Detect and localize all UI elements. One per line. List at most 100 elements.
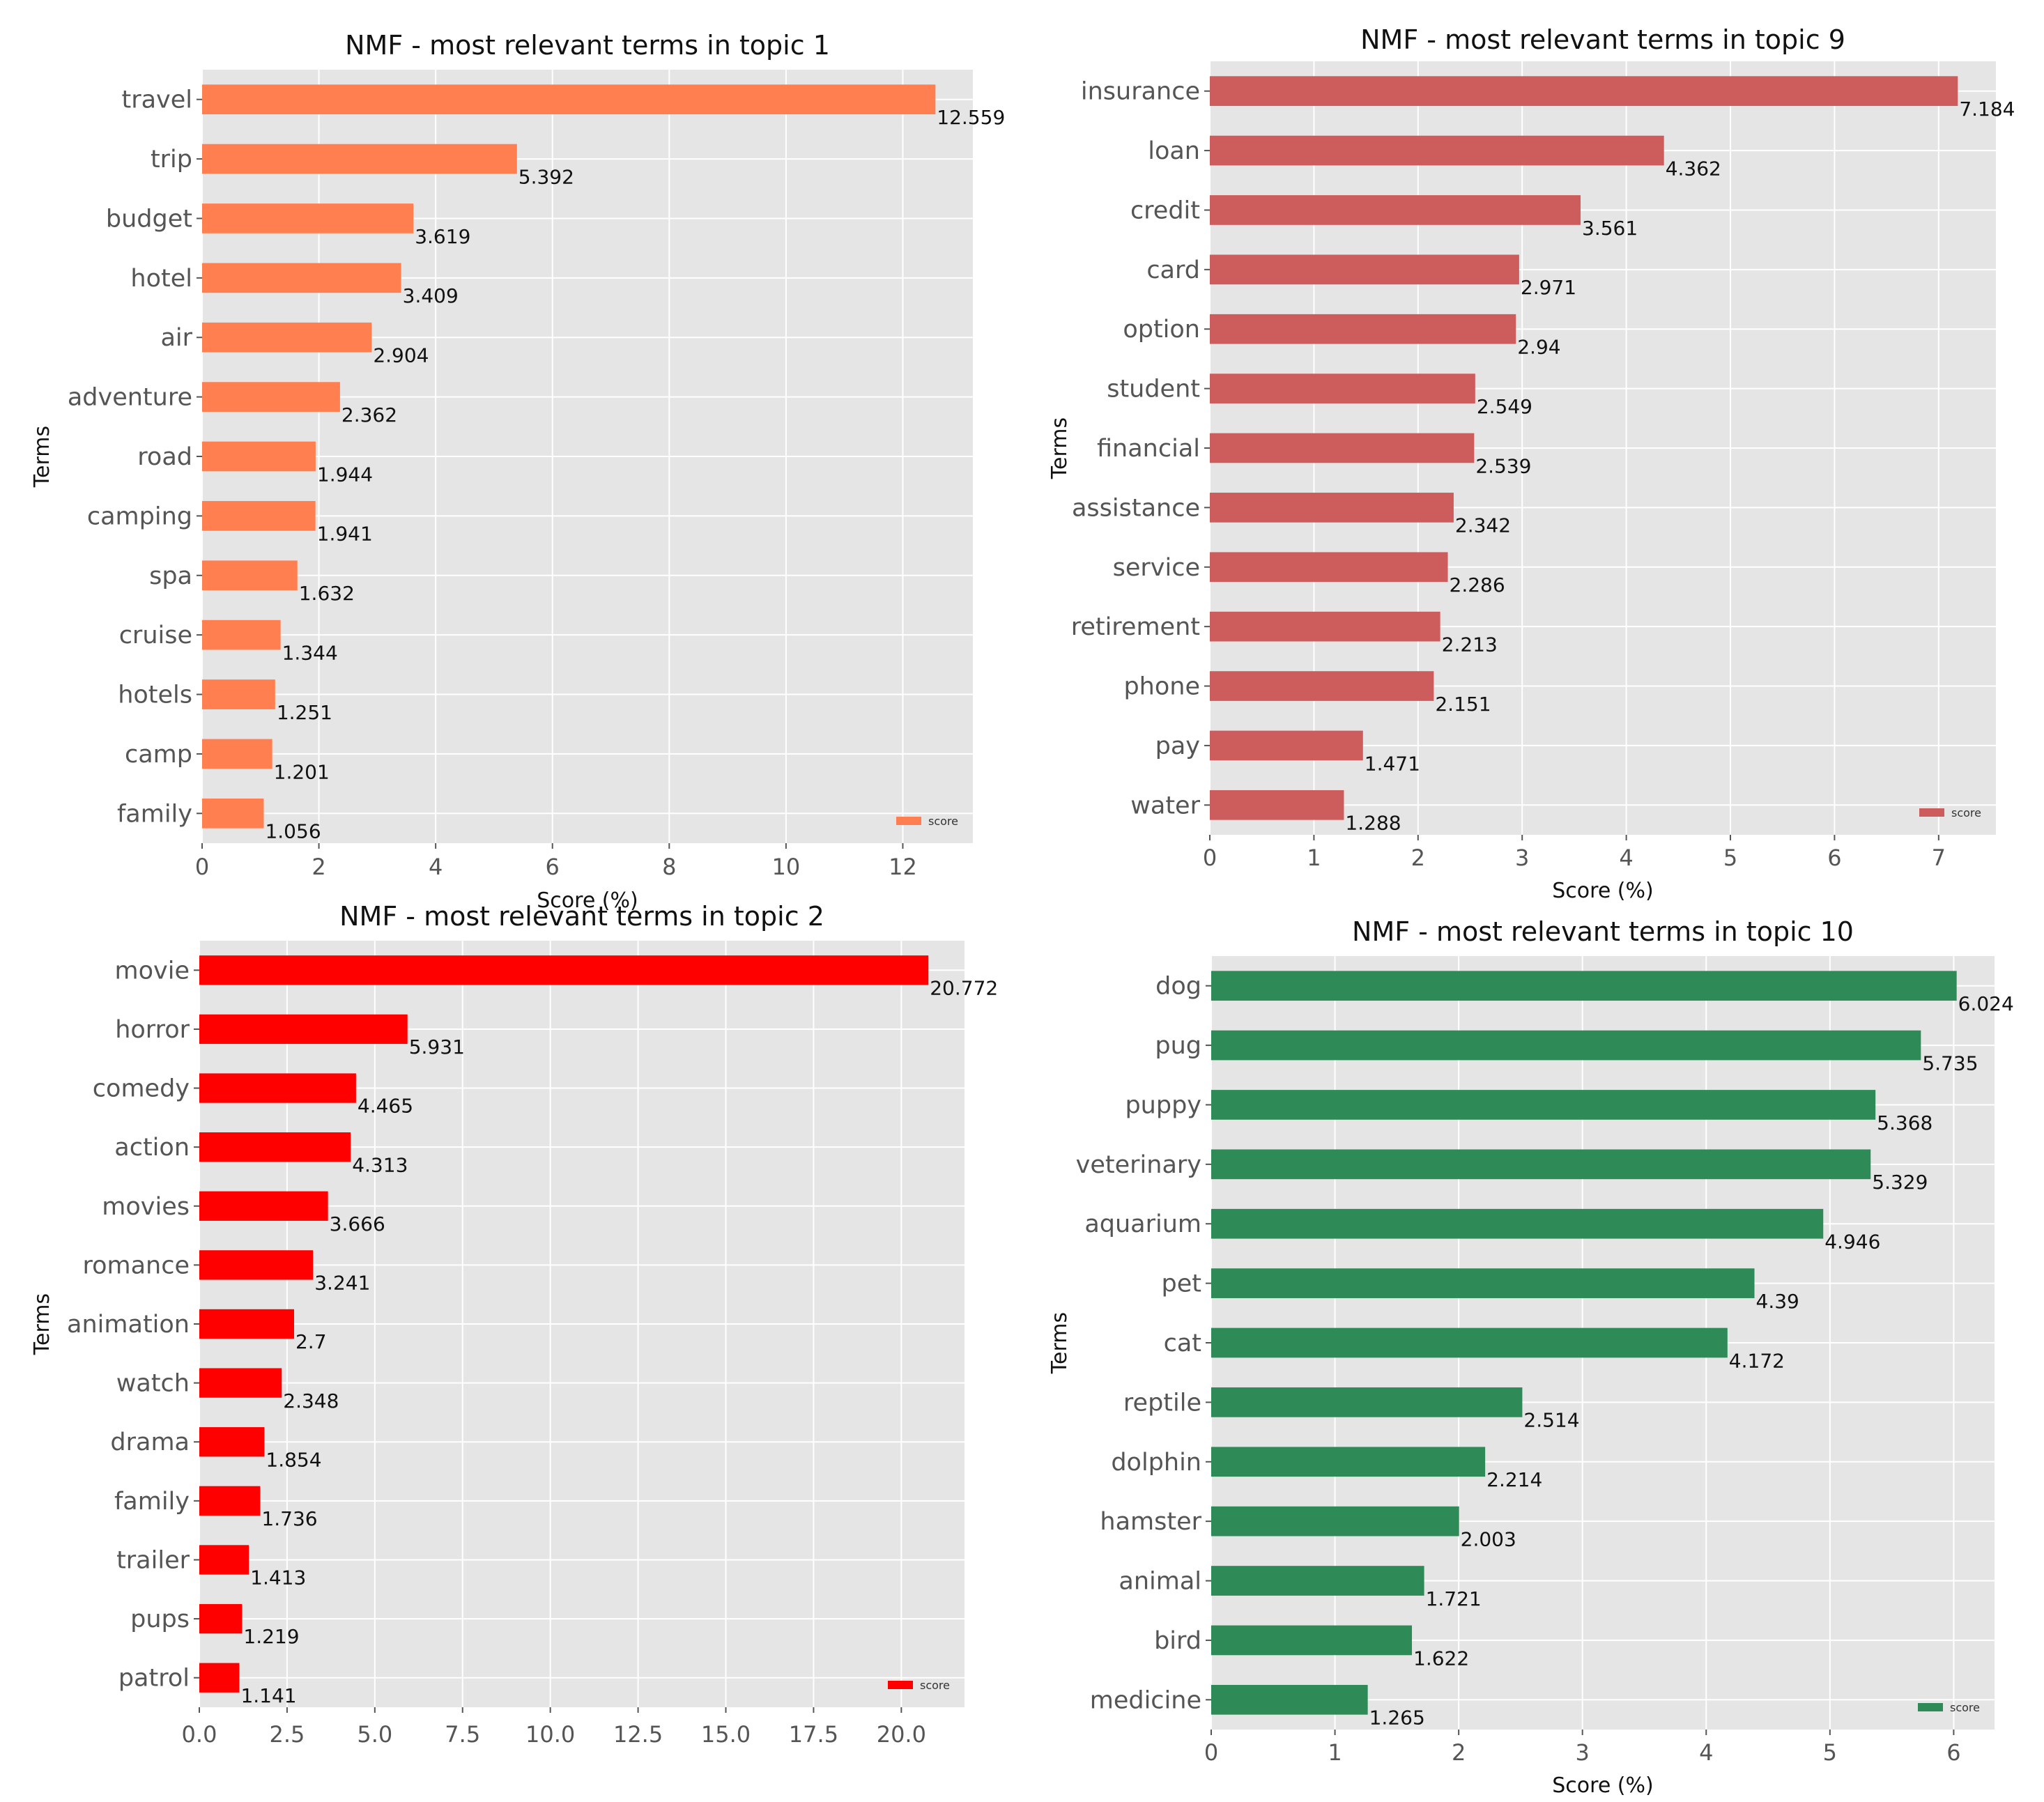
x-tick-label: 12.5	[613, 1721, 663, 1748]
value-label: 3.409	[403, 284, 459, 307]
bar	[1211, 1684, 1368, 1715]
bar	[199, 1368, 282, 1398]
bar	[202, 501, 316, 531]
bar	[199, 1486, 261, 1516]
bar	[199, 1073, 356, 1103]
category-label: retirement	[1071, 613, 1200, 641]
category-label: travel	[121, 86, 192, 114]
x-axis-label: Score (%)	[1552, 1773, 1653, 1798]
category-label: patrol	[118, 1665, 190, 1693]
legend-swatch	[888, 1681, 913, 1689]
chart-topic-2-svg: NMF - most relevant terms in topic 2 movi…	[30, 901, 998, 1748]
x-tick-label: 6	[546, 854, 560, 880]
bar	[1211, 1447, 1486, 1477]
chart-topic-10-svg: NMF - most relevant terms in topic 10 dog…	[1047, 916, 2014, 1798]
x-tick-label: 3	[1576, 1739, 1590, 1766]
category-label: cruise	[119, 622, 192, 649]
category-label: comedy	[93, 1075, 190, 1103]
category-label: veterinary	[1076, 1151, 1201, 1179]
bar	[1211, 1566, 1424, 1596]
value-label: 4.39	[1756, 1290, 1799, 1313]
value-label: 1.201	[274, 760, 330, 783]
category-label: assistance	[1072, 494, 1200, 522]
value-label: 2.213	[1442, 633, 1498, 656]
bar	[199, 1014, 408, 1045]
legend-swatch	[896, 817, 921, 825]
bar	[202, 263, 401, 293]
x-tick-label: 5	[1723, 845, 1737, 871]
bar	[1210, 135, 1664, 166]
x-tick-label: 10.0	[525, 1721, 575, 1748]
bar	[1210, 195, 1581, 225]
value-label: 1.736	[261, 1507, 317, 1530]
chart-topic-9-svg: NMF - most relevant terms in topic 9 insu…	[1047, 24, 2015, 903]
category-label: phone	[1123, 673, 1200, 701]
x-tick-label: 7	[1932, 845, 1946, 871]
category-label: dog	[1155, 973, 1201, 1001]
category-label: insurance	[1081, 78, 1200, 106]
category-label: dolphin	[1111, 1449, 1201, 1477]
x-tick-label: 20.0	[877, 1721, 926, 1748]
category-label: adventure	[68, 384, 192, 412]
category-label: trailer	[116, 1546, 190, 1574]
legend-label: score	[1951, 806, 1981, 819]
x-tick-label: 3	[1515, 845, 1529, 871]
category-label: hamster	[1100, 1508, 1201, 1536]
value-label: 4.172	[1729, 1349, 1785, 1372]
bar	[1210, 76, 1958, 107]
bar	[1211, 1327, 1728, 1358]
category-label: pups	[130, 1605, 190, 1633]
bar	[1210, 314, 1516, 344]
value-label: 2.003	[1461, 1528, 1516, 1551]
value-label: 4.465	[358, 1095, 413, 1118]
value-label: 7.184	[1959, 98, 2015, 121]
value-label: 1.941	[317, 523, 373, 546]
category-label: spa	[149, 562, 192, 590]
bar	[1210, 374, 1475, 403]
category-label: service	[1113, 554, 1200, 582]
x-tick-label: 5.0	[357, 1721, 392, 1748]
value-label: 3.561	[1582, 217, 1638, 240]
x-tick-label: 5	[1823, 1739, 1837, 1766]
value-label: 1.721	[1426, 1587, 1482, 1610]
category-label: pet	[1162, 1270, 1201, 1298]
x-tick-label: 4	[1619, 845, 1633, 871]
bar	[1210, 611, 1440, 642]
value-label: 2.214	[1486, 1468, 1542, 1491]
category-label: hotel	[130, 265, 192, 293]
value-label: 1.251	[277, 701, 332, 724]
bar	[1210, 433, 1475, 463]
bar	[1211, 1625, 1413, 1656]
value-label: 2.342	[1455, 514, 1511, 537]
category-label: water	[1130, 792, 1200, 819]
value-label: 4.946	[1824, 1231, 1880, 1254]
value-label: 1.265	[1369, 1707, 1425, 1730]
bar	[202, 679, 275, 709]
value-label: 1.471	[1365, 752, 1420, 775]
category-label: hotels	[118, 681, 192, 709]
bar	[202, 144, 517, 174]
chart-title: NMF - most relevant terms in topic 2	[339, 901, 824, 932]
value-label: 3.666	[330, 1212, 385, 1235]
x-tick-label: 2	[1411, 845, 1425, 871]
value-label: 3.241	[314, 1272, 370, 1295]
category-label: camping	[87, 502, 192, 530]
category-label: puppy	[1125, 1091, 1201, 1119]
x-tick-label: 10	[772, 854, 801, 880]
category-label: animal	[1119, 1568, 1201, 1596]
category-label: budget	[106, 205, 192, 233]
bar	[199, 1545, 249, 1575]
legend-label: score	[920, 1679, 950, 1692]
bar	[1211, 1149, 1871, 1180]
value-label: 1.944	[317, 463, 373, 486]
value-label: 2.286	[1450, 573, 1505, 596]
category-label: trip	[151, 146, 192, 174]
value-label: 2.549	[1477, 395, 1532, 418]
category-label: cat	[1164, 1330, 1201, 1357]
category-label: movies	[102, 1193, 190, 1221]
bar	[1210, 790, 1344, 820]
category-label: horror	[115, 1016, 190, 1044]
value-label: 4.362	[1666, 157, 1721, 180]
value-label: 20.772	[930, 976, 998, 999]
y-axis-label: Terms	[30, 426, 54, 488]
